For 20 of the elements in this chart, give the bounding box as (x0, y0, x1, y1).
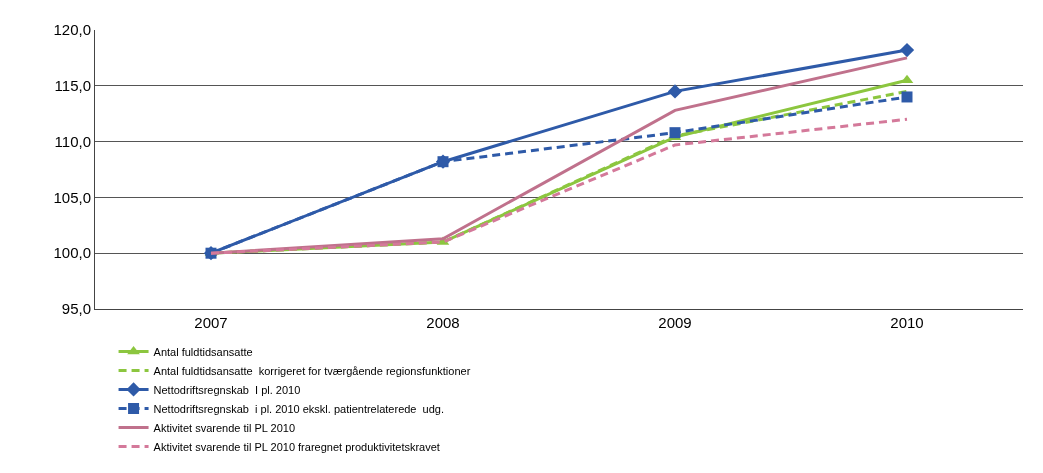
y-tick-label: 100,0 (53, 244, 91, 262)
legend-label: Antal fuldtidsansatte (153, 345, 253, 358)
x-tick-label: 2010 (890, 314, 924, 331)
x-tick-label: 2009 (658, 314, 692, 331)
y-tick-label: 115,0 (54, 77, 91, 95)
legend-label: Nettodriftsregnskab i pl. 2010 ekskl. patientrelaterede udg. (153, 402, 445, 415)
y-tick-label: 120,0 (53, 21, 91, 39)
y-tick-label: 110,0 (54, 132, 91, 150)
x-tick-label: 2007 (194, 314, 228, 331)
y-tick-label: 95,0 (61, 300, 91, 318)
x-tick-label: 2008 (426, 314, 460, 331)
legend-label: Nettodriftsregnskab I pl. 2010 (153, 383, 301, 396)
legend-label: Antal fuldtidsansatte korrigeret for tværgående regionsfunktioner (153, 364, 471, 377)
point (669, 127, 681, 139)
point (901, 91, 913, 103)
y-tick-label: 105,0 (53, 188, 91, 206)
legend-label: Aktivitet svarende til PL 2010 (153, 421, 296, 434)
point (667, 84, 683, 99)
legend-label: Aktivitet svarende til PL 2010 fraregnet produktivitetskravet (153, 440, 440, 453)
point (899, 42, 915, 58)
